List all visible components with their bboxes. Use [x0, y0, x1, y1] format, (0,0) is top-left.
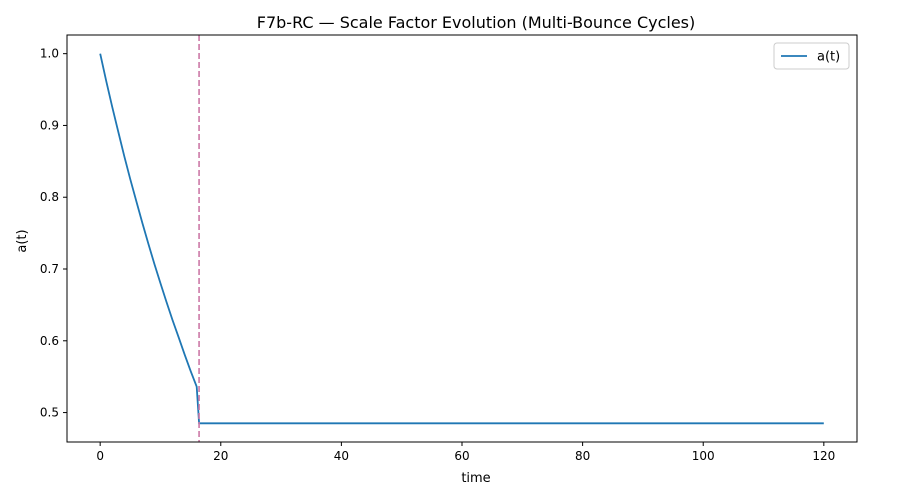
x-tick-label: 0	[96, 449, 104, 463]
x-tick-label: 20	[213, 449, 228, 463]
y-tick-label: 0.8	[40, 190, 59, 204]
y-tick-label: 1.0	[40, 47, 59, 61]
chart-title: F7b-RC — Scale Factor Evolution (Multi-B…	[257, 13, 696, 32]
x-tick-label: 100	[692, 449, 715, 463]
y-tick-label: 0.7	[40, 262, 59, 276]
legend-box	[773, 42, 850, 70]
legend-label: a(t)	[817, 50, 840, 65]
y-axis-label: a(t)	[15, 229, 30, 252]
y-tick-label: 0.9	[40, 118, 59, 132]
series-line-0	[99, 53, 824, 425]
y-tick-label: 0.6	[40, 334, 59, 348]
y-tick-label: 0.5	[40, 406, 59, 420]
x-tick-label: 60	[454, 449, 469, 463]
x-tick-label: 80	[575, 449, 590, 463]
x-tick-label: 40	[334, 449, 349, 463]
y-axis-ticks: 0.5 0.6 0.7 0.8 0.9 1.0	[40, 47, 67, 420]
axes-frame	[66, 34, 858, 443]
x-axis-label: time	[461, 471, 490, 486]
legend: a(t)	[773, 42, 850, 70]
plot-area	[66, 34, 858, 443]
x-axis-ticks: 0 20 40 60 80 100 120	[96, 442, 835, 463]
x-tick-label: 120	[812, 449, 835, 463]
